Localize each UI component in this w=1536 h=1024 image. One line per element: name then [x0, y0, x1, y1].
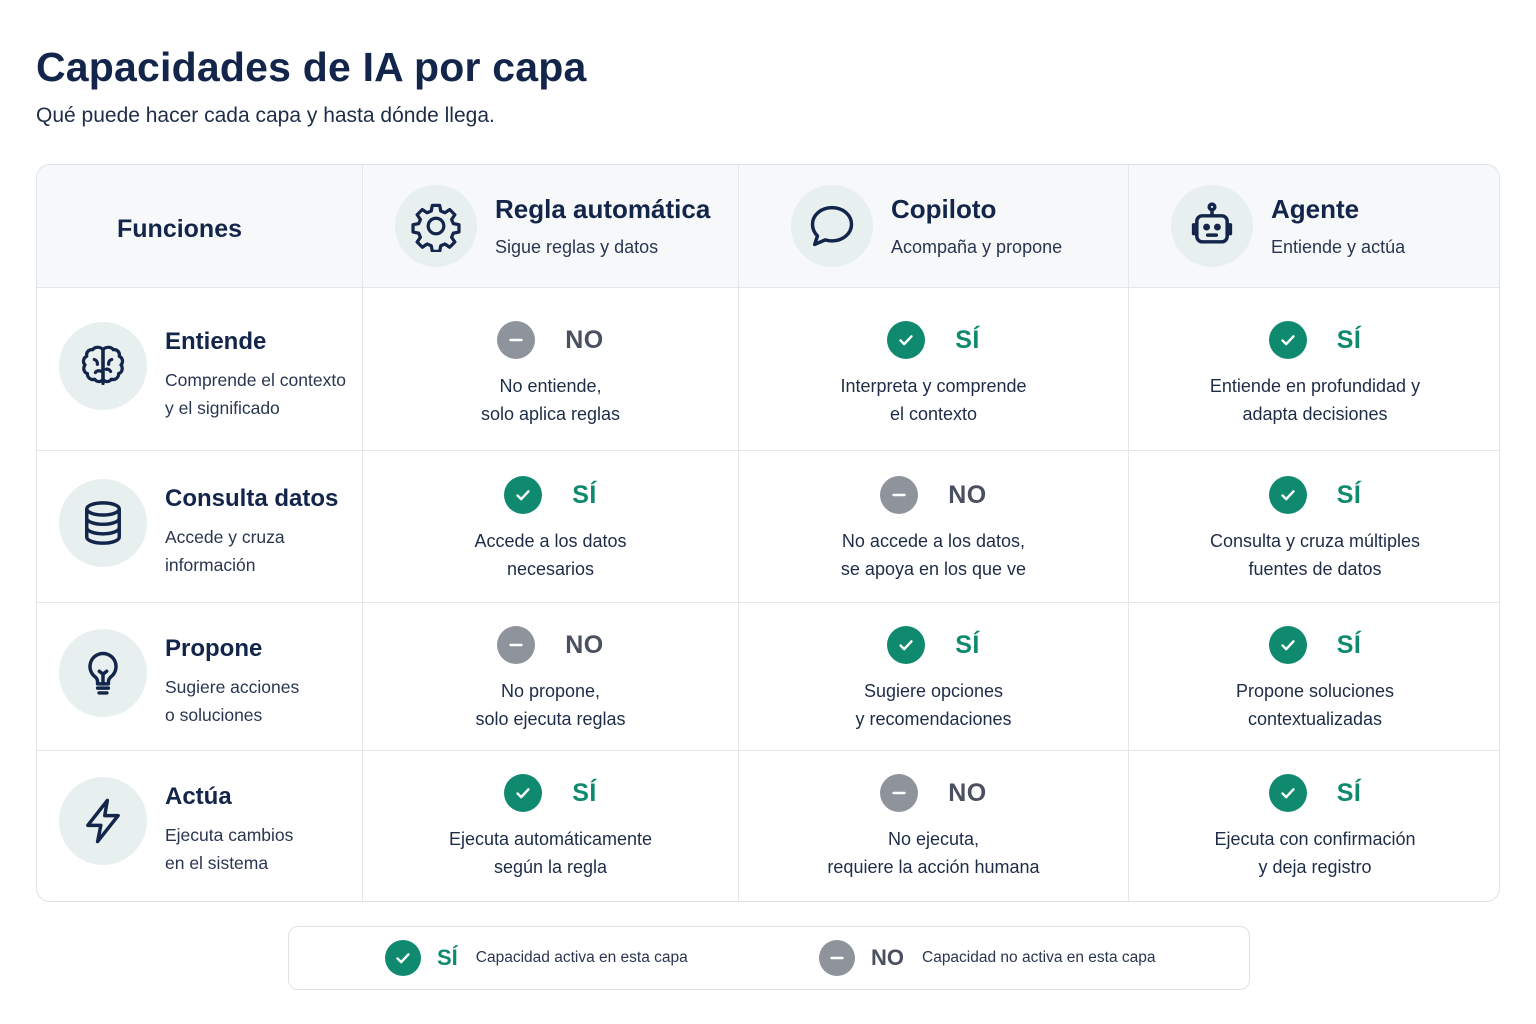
value-description: Ejecuta con confirmación y deja registro — [1214, 829, 1416, 877]
check-circle-icon — [504, 476, 543, 514]
row-header-propone: Propone Sugiere acciones o soluciones — [37, 603, 363, 751]
value-cell: SÍ Propone soluciones contextualizadas — [1129, 603, 1499, 751]
row-description: Accede y cruza información — [165, 527, 285, 575]
status-label: NO — [565, 630, 604, 659]
value-cell: NO No accede a los datos, se apoya en lo… — [739, 451, 1129, 603]
value-description: Entiende en profundidad y adapta decisio… — [1209, 376, 1421, 424]
value-cell: NO No ejecuta, requiere la acción humana — [739, 751, 1129, 901]
minus-circle-icon — [819, 940, 855, 976]
status-label: SÍ — [1336, 630, 1362, 659]
column-title: Copiloto — [891, 194, 997, 224]
minus-circle-icon — [497, 321, 536, 359]
value-cell: SÍ Entiende en profundidad y adapta deci… — [1129, 288, 1499, 451]
page-title: Capacidades de IA por capa — [36, 44, 587, 90]
value-description: No accede a los datos, se apoya en los q… — [840, 531, 1027, 579]
minus-circle-icon — [880, 774, 919, 812]
value-description: No propone, solo ejecuta reglas — [475, 681, 626, 729]
value-description: Consulta y cruza múltiples fuentes de da… — [1209, 531, 1421, 579]
lightning-icon — [59, 777, 147, 865]
status-label: SÍ — [572, 778, 597, 807]
status-label: SÍ — [1336, 325, 1362, 354]
legend-no-label: NO — [871, 945, 904, 970]
legend-item-yes: SÍ Capacidad activa en esta capa — [385, 939, 688, 977]
check-circle-icon — [887, 626, 926, 664]
brain-icon — [59, 322, 147, 410]
robot-icon — [1171, 185, 1253, 267]
gear-icon — [395, 185, 477, 267]
row-title: Propone — [165, 635, 263, 662]
column-subtitle: Sigue reglas y datos — [495, 237, 659, 257]
row-description: Sugiere acciones o soluciones — [165, 677, 300, 725]
status-label: SÍ — [1336, 480, 1362, 509]
value-description: Interpreta y comprende el contexto — [840, 376, 1027, 424]
column-title: Agente — [1271, 194, 1360, 224]
value-description: Sugiere opciones y recomendaciones — [855, 681, 1012, 729]
status-label: NO — [948, 480, 987, 509]
status-label: SÍ — [572, 480, 597, 509]
page-subtitle: Qué puede hacer cada capa y hasta dónde … — [36, 104, 495, 127]
check-circle-icon — [1268, 321, 1307, 359]
column-subtitle: Entiende y actúa — [1271, 237, 1406, 257]
status-label: SÍ — [955, 630, 980, 659]
status-label: SÍ — [955, 325, 980, 354]
check-circle-icon — [887, 321, 926, 359]
legend-item-no: NO Capacidad no activa en esta capa — [819, 939, 1156, 977]
legend-no-text: Capacidad no activa en esta capa — [922, 949, 1156, 966]
column-header-agente: Agente Entiende y actúa — [1129, 165, 1499, 288]
value-description: Accede a los datos necesarios — [474, 531, 627, 579]
value-cell: SÍ Sugiere opciones y recomendaciones — [739, 603, 1129, 751]
legend-yes-label: SÍ — [437, 945, 458, 970]
row-header-entiende: Entiende Comprende el contexto y el sign… — [37, 288, 363, 451]
status-label: SÍ — [1336, 778, 1362, 807]
row-title: Entiende — [165, 328, 267, 355]
value-cell: NO No entiende, solo aplica reglas — [363, 288, 739, 451]
check-circle-icon — [1268, 626, 1307, 664]
column-title: Regla automática — [495, 194, 711, 224]
database-icon — [59, 479, 147, 567]
check-circle-icon — [504, 774, 543, 812]
lightbulb-icon — [59, 629, 147, 717]
status-label: NO — [948, 778, 987, 807]
chat-bubble-icon — [791, 185, 873, 267]
check-circle-icon — [1268, 774, 1307, 812]
value-description: No ejecuta, requiere la acción humana — [827, 829, 1040, 877]
row-description: Comprende el contexto y el significado — [165, 370, 346, 418]
value-cell: NO No propone, solo ejecuta reglas — [363, 603, 739, 751]
funciones-label: Funciones — [117, 215, 243, 243]
column-subtitle: Acompaña y propone — [891, 237, 1063, 257]
value-cell: SÍ Accede a los datos necesarios — [363, 451, 739, 603]
row-description: Ejecuta cambios en el sistema — [165, 825, 294, 873]
capabilities-table: Funciones Regla automática Sigue reglas … — [36, 164, 1500, 902]
row-title: Actúa — [165, 783, 232, 810]
column-header-regla: Regla automática Sigue reglas y datos — [363, 165, 739, 288]
row-header-actua: Actúa Ejecuta cambios en el sistema — [37, 751, 363, 901]
minus-circle-icon — [497, 626, 536, 664]
status-label: NO — [565, 325, 604, 354]
legend-yes-text: Capacidad activa en esta capa — [475, 949, 688, 966]
value-description: Ejecuta automáticamente según la regla — [448, 829, 653, 877]
row-title: Consulta datos — [165, 485, 339, 512]
value-description: Propone soluciones contextualizadas — [1235, 681, 1395, 729]
corner-header-cell: Funciones — [37, 165, 363, 288]
check-circle-icon — [1268, 476, 1307, 514]
value-cell: SÍ Consulta y cruza múltiples fuentes de… — [1129, 451, 1499, 603]
value-cell: SÍ Ejecuta automáticamente según la regl… — [363, 751, 739, 901]
column-header-copiloto: Copiloto Acompaña y propone — [739, 165, 1129, 288]
row-header-consulta-datos: Consulta datos Accede y cruza informació… — [37, 451, 363, 603]
legend: SÍ Capacidad activa en esta capa NO Capa… — [288, 926, 1250, 990]
minus-circle-icon — [880, 476, 919, 514]
value-cell: SÍ Interpreta y comprende el contexto — [739, 288, 1129, 451]
value-description: No entiende, solo aplica reglas — [480, 376, 621, 424]
check-circle-icon — [385, 940, 421, 976]
value-cell: SÍ Ejecuta con confirmación y deja regis… — [1129, 751, 1499, 901]
